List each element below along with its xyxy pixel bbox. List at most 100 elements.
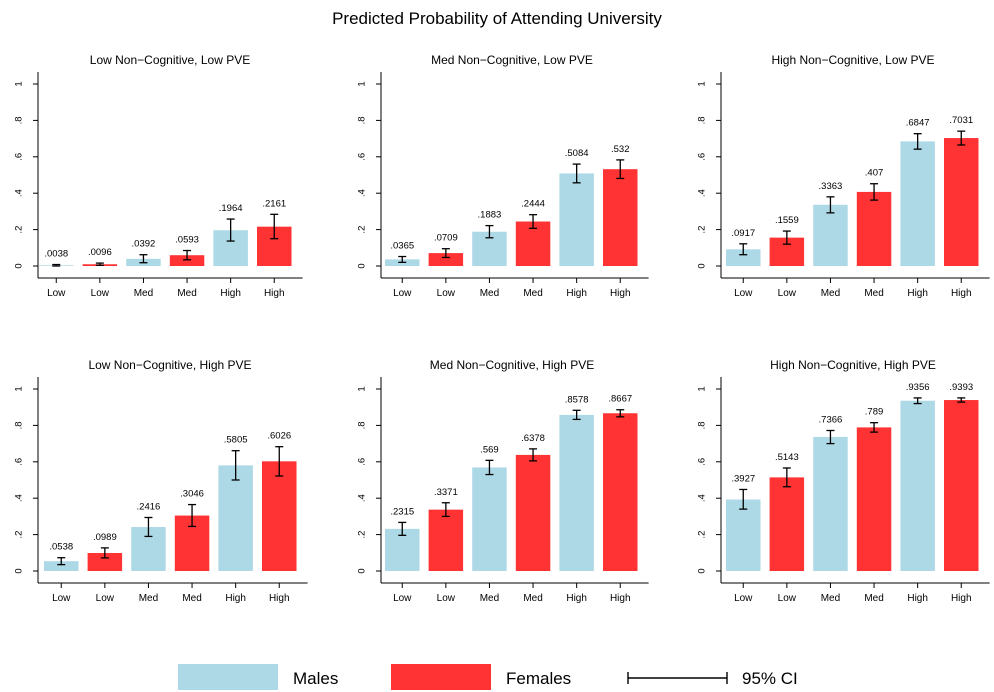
ci-error-bar (572, 409, 581, 421)
legend-males-label: Males (293, 669, 338, 688)
ci-error-bar (782, 230, 791, 245)
ci-error-bar (739, 488, 748, 510)
ci-error-bar (913, 397, 922, 405)
x-tick-label: Low (91, 288, 110, 299)
x-tick-label: High (610, 593, 631, 604)
x-tick-label: Med (177, 288, 196, 299)
y-tick-label: .2 (696, 226, 707, 234)
x-tick-label: Med (864, 288, 883, 299)
x-tick-label: High (951, 288, 972, 299)
data-label: .0709 (434, 233, 458, 244)
bar (218, 465, 253, 571)
x-tick-label: Low (47, 288, 66, 299)
y-tick-label: .2 (13, 531, 24, 539)
y-tick-label: 0 (696, 568, 707, 573)
bar (472, 467, 507, 571)
ci-error-bar (616, 159, 625, 180)
ci-error-bar (100, 547, 109, 559)
ci-error-bar (529, 448, 538, 462)
bar (169, 255, 205, 266)
y-tick-label: .4 (356, 494, 367, 502)
y-tick-label: 0 (356, 568, 367, 573)
data-label: .3371 (434, 487, 458, 498)
ci-error-bar (52, 263, 61, 267)
ci-error-bar (739, 243, 748, 256)
x-tick-label: Med (139, 593, 158, 604)
y-tick-label: .2 (356, 226, 367, 234)
y-tick-label: .6 (696, 153, 707, 161)
x-tick-label: Med (864, 593, 883, 604)
data-label: .7031 (949, 115, 973, 126)
ci-error-bar (529, 214, 538, 229)
data-label: .3927 (731, 473, 755, 484)
x-tick-label: Low (734, 593, 753, 604)
ci-error-bar (231, 450, 240, 481)
ci-error-bar (57, 557, 66, 566)
panel-title: Med Non−Cognitive, High PVE (430, 358, 594, 372)
panel-title: Low Non−Cognitive, High PVE (88, 358, 251, 372)
x-tick-label: High (907, 288, 928, 299)
y-tick-label: .6 (356, 153, 367, 161)
data-label: .8667 (608, 394, 632, 405)
legend: Males Females 95% CI (178, 664, 798, 690)
ci-error-bar (226, 218, 235, 242)
panel-title: Low Non−Cognitive, Low PVE (90, 53, 250, 67)
ci-error-bar (782, 467, 791, 488)
y-tick-label: 1 (13, 81, 24, 86)
y-tick-label: 1 (696, 386, 707, 391)
panel-title: High Non−Cognitive, High PVE (770, 358, 936, 372)
y-tick-label: .8 (356, 116, 367, 124)
data-label: .9393 (949, 382, 973, 393)
x-tick-label: Low (437, 288, 456, 299)
bar (603, 413, 638, 571)
figure-title: Predicted Probability of Attending Unive… (332, 9, 662, 28)
data-label: .1559 (775, 215, 799, 226)
ci-error-bar (913, 133, 922, 150)
ci-error-bar (957, 397, 966, 403)
panel-title: High Non−Cognitive, Low PVE (771, 53, 934, 67)
bar (944, 138, 979, 266)
x-tick-label: Low (393, 593, 412, 604)
bar (726, 249, 761, 266)
bar (726, 499, 761, 571)
data-label: .2416 (137, 501, 161, 512)
y-tick-label: .8 (13, 116, 24, 124)
data-label: .0538 (49, 542, 73, 553)
x-tick-label: High (951, 593, 972, 604)
y-tick-label: .4 (696, 494, 707, 502)
y-tick-label: .6 (356, 458, 367, 466)
y-tick-label: .8 (13, 421, 24, 429)
chart-panel-4: Low Non−Cognitive, High PVE 0 .2 .4 .6 .8 1 .05… (13, 358, 308, 604)
bar (856, 427, 892, 571)
bar (813, 436, 848, 571)
ci-error-bar (485, 459, 494, 476)
y-tick-label: .8 (356, 421, 367, 429)
x-tick-label: Low (778, 288, 797, 299)
data-label: .407 (865, 168, 884, 179)
y-tick-label: 0 (356, 263, 367, 268)
legend-males-swatch (178, 664, 278, 690)
x-tick-label: High (225, 593, 246, 604)
legend-ci-label: 95% CI (742, 669, 798, 688)
panel-title: Med Non−Cognitive, Low PVE (431, 53, 593, 67)
bar (769, 477, 805, 571)
data-label: .8578 (565, 394, 589, 405)
data-label: .7366 (819, 414, 843, 425)
x-tick-label: High (220, 288, 241, 299)
ci-error-bar (870, 183, 879, 201)
y-tick-label: .4 (696, 189, 707, 197)
data-label: .1883 (478, 210, 502, 221)
x-tick-label: High (269, 593, 290, 604)
y-tick-label: .2 (356, 531, 367, 539)
x-tick-label: Low (52, 593, 71, 604)
x-tick-label: Med (134, 288, 153, 299)
ci-error-bar (398, 521, 407, 536)
chart-panel-6: High Non−Cognitive, High PVE 0 .2 .4 .6 .8 1 .3… (696, 358, 990, 604)
ci-error-bar (95, 262, 104, 266)
ci-error-bar (183, 249, 192, 261)
chart-panel-5: Med Non−Cognitive, High PVE 0 .2 .4 .6 .8 1 .23… (356, 358, 649, 604)
ci-error-bar (139, 254, 148, 264)
x-tick-label: High (566, 288, 587, 299)
y-tick-label: 1 (356, 386, 367, 391)
